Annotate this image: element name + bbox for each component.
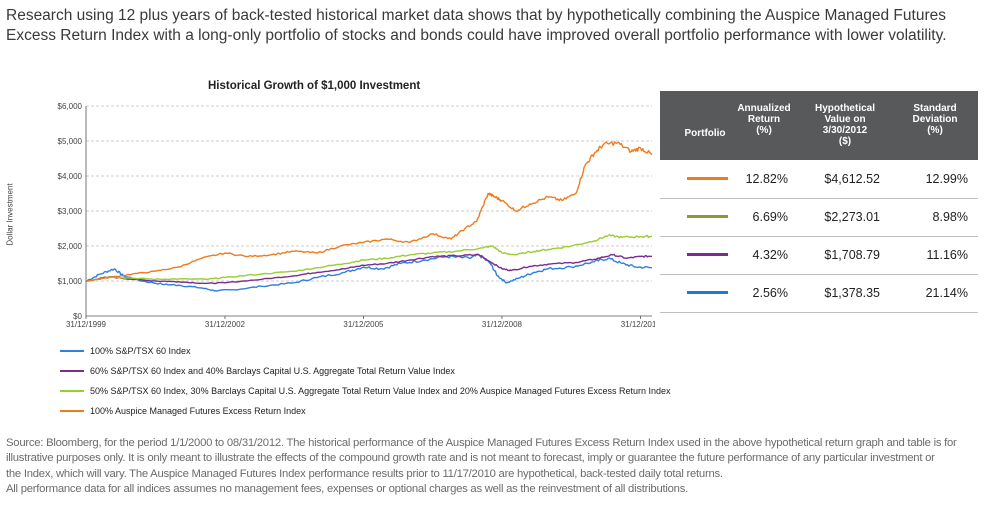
table-row: 4.32% $1,708.79 11.16% <box>660 236 978 275</box>
x-tick-label: 31/12/2005 <box>343 320 384 329</box>
source-line: Source: Bloomberg, for the period 1/1/20… <box>6 437 957 449</box>
y-tick-label: $4,000 <box>58 172 83 181</box>
header-sd: Standard Deviation (%) <box>896 103 974 136</box>
row-color-swatch <box>687 177 728 180</box>
legend-swatch <box>60 390 84 392</box>
row-return: 2.56% <box>752 286 788 300</box>
series-line <box>86 141 653 282</box>
y-tick-label: $1,000 <box>58 277 83 286</box>
row-return: 12.82% <box>745 172 788 186</box>
row-value: $4,612.52 <box>824 172 880 186</box>
legend-label: 60% S&P/TSX 60 Index and 40% Barclays Ca… <box>90 366 455 376</box>
row-sd: 21.14% <box>925 286 968 300</box>
source-line: All performance data for all indices ass… <box>6 482 688 495</box>
header-return-line: Annualized <box>737 103 791 114</box>
series-line <box>86 233 652 282</box>
line-chart: $0 $1,000 $2,000 $3,000 $4,000 $5,000 $6,000 31… <box>58 102 655 329</box>
legend-swatch <box>60 410 84 412</box>
header-value: Hypothetical Value on 3/30/2012 ($) <box>805 103 885 147</box>
source-line: the Index, which will vary. The Auspice … <box>6 467 723 480</box>
y-tick-label: $5,000 <box>58 137 83 146</box>
y-tick-label: $6,000 <box>58 102 83 111</box>
table-row: 6.69% $2,273.01 8.98% <box>660 198 978 237</box>
row-value: $2,273.01 <box>824 210 880 224</box>
header-return-line: (%) <box>756 125 772 136</box>
source-note: Source: Bloomberg, for the period 1/1/20… <box>6 436 981 497</box>
header-sd-line: Deviation <box>912 114 958 125</box>
row-value: $1,708.79 <box>824 248 880 262</box>
x-tick-label: 31/12/2011 <box>621 320 655 329</box>
row-return: 4.32% <box>752 248 788 262</box>
legend-label: 100% Auspice Managed Futures Excess Retu… <box>90 406 306 416</box>
legend-label: 50% S&P/TSX 60 Index, 30% Barclays Capit… <box>90 386 671 396</box>
row-sd: 12.99% <box>925 172 968 186</box>
table-row: 2.56% $1,378.35 21.14% <box>660 274 978 313</box>
chart-title: Historical Growth of $1,000 Investment <box>208 80 421 92</box>
legend-swatch <box>60 350 84 352</box>
x-tick-label: 31/12/2002 <box>205 320 246 329</box>
header-sd-line: Standard <box>913 103 957 114</box>
row-sd: 8.98% <box>932 210 968 224</box>
header-sd-line: (%) <box>927 125 943 136</box>
header-return-line: Return <box>747 114 781 125</box>
row-return: 6.69% <box>752 210 788 224</box>
row-color-swatch <box>687 291 728 294</box>
header-value-line: 3/30/2012 <box>822 125 868 136</box>
row-sd: 11.16% <box>926 248 968 262</box>
table-row: 12.82% $4,612.52 12.99% <box>660 160 978 199</box>
header-portfolio: Portfolio <box>684 128 726 139</box>
x-tick-label: 31/12/2008 <box>482 320 523 329</box>
header-value-line: Hypothetical <box>814 103 875 114</box>
row-color-swatch <box>687 215 728 218</box>
legend-swatch <box>60 370 84 372</box>
source-line: illustrative purposes only. It is only m… <box>6 452 935 465</box>
legend-label: 100% S&P/TSX 60 Index <box>90 346 191 356</box>
header-value-line: Value on <box>824 114 866 125</box>
y-tick-label: $0 <box>73 312 82 321</box>
row-color-swatch <box>687 253 728 256</box>
row-value: $1,378.35 <box>824 286 880 300</box>
header-value-line: ($) <box>838 136 852 147</box>
y-tick-label: $3,000 <box>58 207 83 216</box>
series-line <box>86 253 653 292</box>
y-tick-label: $2,000 <box>58 242 83 251</box>
x-tick-label: 31/12/1999 <box>66 320 107 329</box>
performance-table: Portfolio Annualized Return (%) Hypothet… <box>660 91 978 313</box>
header-return: Annualized Return (%) <box>732 103 796 136</box>
intro-paragraph: Research using 12 plus years of back-tes… <box>6 7 947 44</box>
series-line <box>86 253 653 285</box>
table-header: Portfolio Annualized Return (%) Hypothet… <box>660 91 978 160</box>
